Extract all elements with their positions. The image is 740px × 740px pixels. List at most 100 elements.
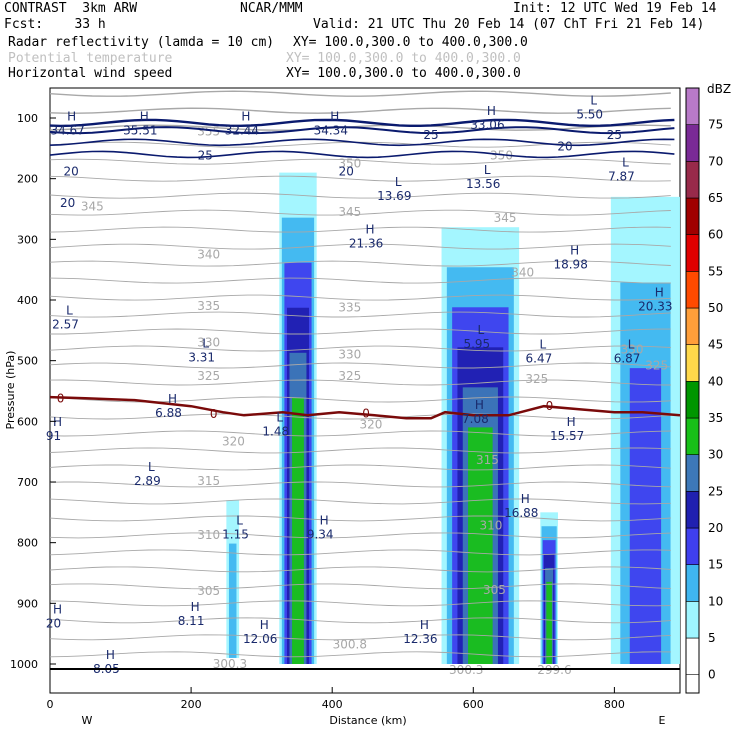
extremum-value: 2.57 (52, 318, 79, 332)
header-line1-right: Init: 12 UTC Wed 19 Feb 14 (513, 1, 717, 16)
isentrope-label: 325 (525, 372, 548, 386)
isentrope-line (50, 566, 671, 573)
isentrope-label: 325 (197, 369, 220, 383)
extremum-value: 12.36 (403, 632, 437, 646)
extremum-marker: H (366, 222, 375, 236)
isentrope-line (50, 175, 671, 182)
isentrope-line (50, 362, 671, 369)
extremum-value: 12.06 (243, 632, 277, 646)
extremum-value: 20 (46, 617, 61, 631)
colorbar-swatch-70 (685, 124, 700, 162)
extremum-marker: L (622, 156, 629, 170)
colorbar-label: 65 (708, 191, 723, 205)
y-tick-label: 700 (17, 476, 38, 489)
colorbar-swatch-45 (685, 307, 700, 345)
x-axis-east-label: E (659, 714, 666, 727)
x-tick-label: 0 (47, 698, 54, 711)
isentrope-label: 355 (197, 124, 220, 138)
wind-contour-label: 20 (60, 196, 75, 210)
extremum-marker: H (53, 603, 62, 617)
header-line2-left: Fcst: 33 h (4, 17, 106, 32)
x-tick-label: 200 (181, 698, 202, 711)
field1-name: Radar reflectivity (lamda = 10 cm) (8, 35, 275, 50)
extremum-marker: L (590, 94, 597, 108)
colorbar-swatch-5 (685, 601, 700, 639)
extremum-marker: L (66, 304, 73, 318)
header-line2-right: Valid: 21 UTC Thu 20 Feb 14 (07 ChT Fri … (313, 17, 705, 32)
field2-name: Potential temperature (8, 51, 173, 66)
extremum-value: 32.44 (225, 123, 259, 137)
isentrope-line (50, 209, 671, 216)
colorbar-label: 60 (708, 228, 723, 242)
extremum-value: 3.31 (188, 350, 215, 364)
x-axis-west-label: W (82, 714, 93, 727)
isentrope-label: 340 (511, 266, 534, 280)
extremum-value: 1.48 (262, 424, 289, 438)
colorbar-label: 15 (708, 558, 723, 572)
header-line1-mid: NCAR/MMM (240, 1, 303, 16)
isentrope-line (50, 328, 671, 335)
colorbar-swatch-20 (685, 491, 700, 529)
extremum-marker: H (241, 109, 250, 123)
wind-contour-label: 25 (198, 149, 213, 163)
isentrope-line (50, 515, 671, 522)
isentrope-label: 315 (197, 474, 220, 488)
x-tick-label: 400 (322, 698, 343, 711)
extremum-value: 8.11 (178, 614, 205, 628)
wind-contour-label: 25 (607, 128, 622, 142)
colorbar-label: 25 (708, 484, 723, 498)
extrema-label-layer: H34.67H35.51H32.44H34.34H33.06L5.50L7.87… (46, 94, 673, 676)
isentrope-label: 335 (338, 300, 361, 314)
freezing-level-line (50, 395, 680, 420)
header-line1-left: CONTRAST 3km ARW (4, 1, 138, 16)
extremum-value: 5.50 (576, 108, 603, 122)
isentrope-label: 325 (338, 369, 361, 383)
extremum-marker: L (628, 338, 635, 352)
extremum-marker: H (487, 104, 496, 118)
x-axis-label: Distance (km) (329, 714, 406, 727)
isentrope-label: 305 (197, 584, 220, 598)
isentrope-label: 310 (197, 528, 220, 542)
extremum-value: 6.47 (526, 352, 553, 366)
isentrope-label: 345 (81, 200, 104, 214)
isentrope-line (50, 583, 671, 590)
extremum-marker: L (477, 323, 484, 337)
colorbar: 0 5 10 15 20 25 30 35 40 45 50 55 60 65 70 75 (685, 87, 723, 694)
isentrope-label: 345 (338, 205, 361, 219)
extremum-marker: H (475, 398, 484, 412)
wind-speed-contour (50, 118, 675, 128)
isentrope-label: 305 (483, 583, 506, 597)
extremum-marker: H (168, 392, 177, 406)
isentrope-label: 325 (645, 359, 668, 373)
field3-name: Horizontal wind speed (8, 66, 173, 81)
wind-speed-contour (50, 138, 675, 147)
colorbar-label: 40 (708, 374, 723, 388)
colorbar-swatch-25 (685, 454, 700, 492)
extremum-marker: L (484, 163, 491, 177)
isentrope-line (50, 651, 671, 658)
extremum-marker: H (521, 492, 530, 506)
plot-frame (49, 87, 681, 694)
colorbar-label: 50 (708, 301, 723, 315)
extremum-value: 18.98 (553, 258, 587, 272)
isentrope-label: 320 (360, 417, 383, 431)
y-tick-label: 1000 (10, 658, 38, 671)
isentrope-line (50, 413, 671, 420)
colorbar-swatch-50 (685, 271, 700, 309)
isentrope-label: 315 (476, 453, 499, 467)
reflectivity-core-2-level-30 (546, 581, 552, 664)
extremum-marker: L (202, 336, 209, 350)
isentrope-label: 350 (338, 157, 361, 171)
colorbar-swatch-0 (685, 637, 700, 675)
y-tick-label: 200 (17, 173, 38, 186)
colorbar-label: 0 (708, 668, 716, 682)
isentrope-line (50, 243, 671, 250)
isentrope-line (50, 311, 671, 318)
y-tick-label: 100 (17, 112, 38, 125)
isentrope-label: 300.3 (449, 663, 483, 677)
colorbar-swatch-55 (685, 234, 700, 272)
y-tick-label: 900 (17, 597, 38, 610)
wind-contour-label: 20 (557, 140, 572, 154)
extremum-value: 16.88 (504, 506, 538, 520)
